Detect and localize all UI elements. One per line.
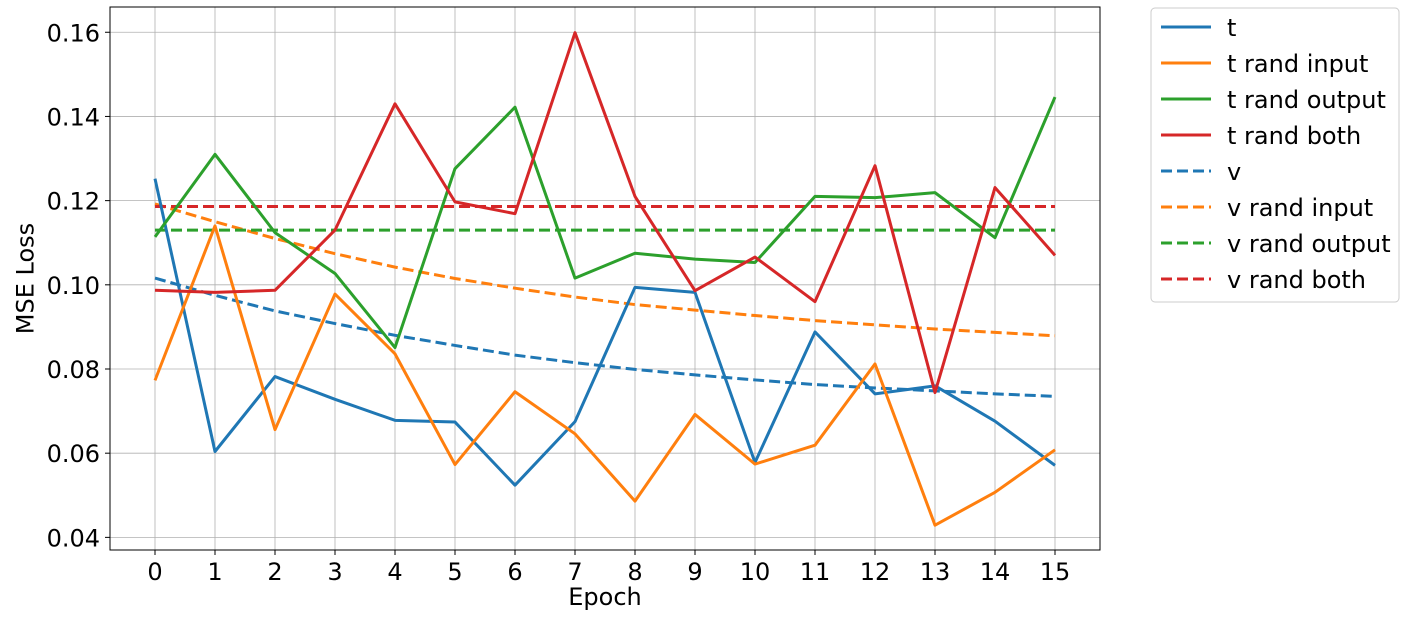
series-line-t-rand-input — [153, 224, 1056, 527]
legend-label: t rand output — [1227, 86, 1386, 114]
y-tick-label: 0.14 — [47, 103, 100, 131]
x-tick-label: 6 — [507, 558, 522, 586]
x-tick-label: 8 — [627, 558, 642, 586]
x-tick-label: 9 — [687, 558, 702, 586]
y-axis-ticks: 0.04 0.06 0.08 0.10 0.12 0.14 0.16 — [47, 19, 110, 552]
series-line-t-rand-both — [154, 31, 1057, 395]
series-line-t — [153, 178, 1056, 487]
plot-frame — [109, 6, 1101, 551]
x-tick-label: 10 — [740, 558, 771, 586]
legend-box — [1150, 7, 1400, 303]
x-tick-label: 11 — [800, 558, 831, 586]
legend-label: v — [1227, 158, 1241, 186]
y-tick-label: 0.04 — [47, 524, 100, 552]
x-axis-label: Epoch — [568, 583, 642, 611]
x-tick-label: 7 — [567, 558, 582, 586]
y-tick-label: 0.10 — [47, 272, 100, 300]
legend-label: t rand input — [1227, 50, 1368, 78]
legend-label: v rand both — [1227, 266, 1366, 294]
grid-lines — [110, 7, 1100, 550]
y-tick-label: 0.12 — [47, 188, 100, 216]
legend-label: v rand output — [1227, 230, 1391, 258]
x-tick-label: 4 — [387, 558, 402, 586]
x-tick-label: 2 — [267, 558, 282, 586]
x-tick-label: 0 — [147, 558, 162, 586]
x-tick-label: 3 — [327, 558, 342, 586]
plot-lines — [153, 31, 1057, 527]
legend-label: t rand both — [1227, 122, 1361, 150]
series-line-v-rand-input — [154, 202, 1056, 338]
series-line-t-rand-output — [153, 96, 1057, 350]
x-tick-label: 5 — [447, 558, 462, 586]
y-axis-label: MSE Loss — [11, 223, 39, 334]
x-tick-label: 1 — [207, 558, 222, 586]
y-tick-label: 0.16 — [47, 19, 100, 47]
x-tick-label: 14 — [980, 558, 1011, 586]
y-tick-label: 0.06 — [47, 440, 100, 468]
legend: t t rand input t rand output t rand both v v … — [1150, 7, 1400, 303]
x-axis-ticks: 0 1 2 3 4 5 6 7 8 9 10 11 12 13 14 15 — [147, 550, 1070, 586]
y-tick-label: 0.08 — [47, 356, 100, 384]
x-tick-label: 15 — [1040, 558, 1071, 586]
legend-label: t — [1227, 14, 1236, 42]
legend-label: v rand input — [1227, 194, 1373, 222]
x-tick-label: 12 — [860, 558, 891, 586]
x-tick-label: 13 — [920, 558, 951, 586]
